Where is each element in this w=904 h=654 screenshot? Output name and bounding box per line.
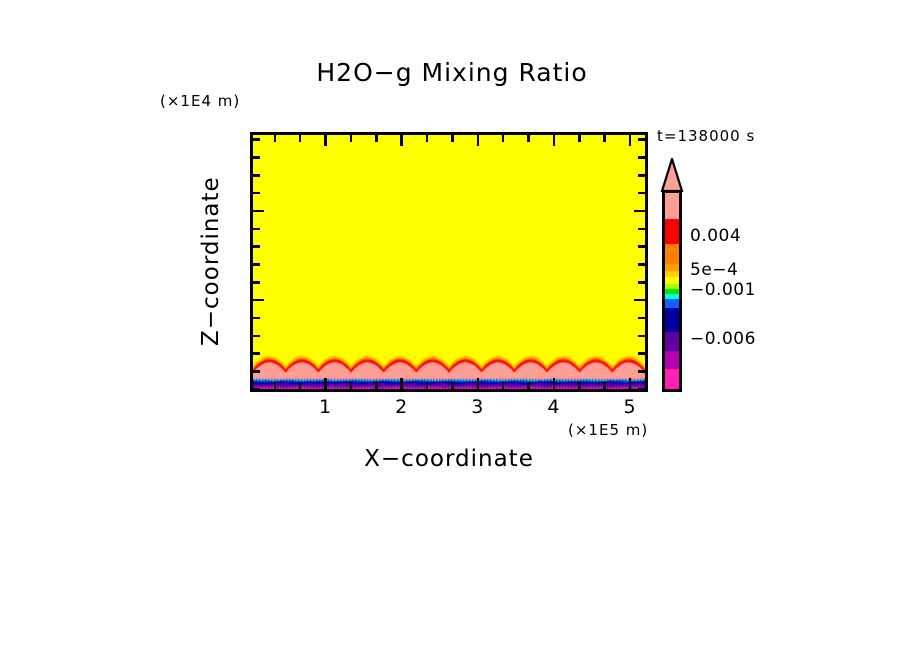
axis-tick-mark [253,352,260,355]
time-annotation: t=138000 s [657,127,756,145]
axis-tick-mark [638,388,645,389]
colorbar-band [665,271,679,278]
colorbar-arrow-icon [660,158,684,192]
axis-tick-mark [253,156,260,159]
axis-tick-mark [298,382,302,389]
axis-tick-mark [349,382,353,389]
colorbar-tick-label: −0.001 [690,280,756,300]
axis-tick-mark [638,245,645,248]
axis-tick-mark [400,135,403,146]
axis-tick-mark [638,352,645,355]
axis-tick-mark [425,382,429,389]
axis-tick-mark [375,382,378,389]
x-tick-label: 3 [471,396,484,418]
colorbar-tick-label: −0.006 [690,329,756,349]
colorbar-band [665,369,679,389]
y-axis-tick-labels: 12 [0,0,243,654]
axis-tick-mark [638,263,645,266]
axis-tick-mark [527,382,530,389]
colorbar[interactable] [662,190,682,392]
colorbar-band [665,277,679,285]
axis-tick-mark [425,135,429,142]
axis-tick-mark [324,135,327,146]
axis-tick-mark [273,382,277,389]
colorbar-band [665,244,679,265]
axis-tick-mark [552,378,556,389]
colorbar-band [665,332,679,352]
axis-tick-mark [638,156,645,159]
colorbar-band [665,193,679,220]
axis-tick-mark [375,135,378,142]
colorbar-band [665,294,679,300]
axis-tick-mark [628,378,632,389]
axis-tick-mark [253,334,260,338]
x-tick-label: 5 [623,396,637,418]
colorbar-band [665,351,679,370]
colorbar-band [665,264,679,272]
colorbar-tick-label: 5e−4 [690,260,739,280]
axis-tick-mark [253,298,264,302]
axis-tick-mark [638,334,645,338]
axis-tick-mark [628,135,632,146]
axis-tick-mark [451,135,454,142]
axis-tick-mark [253,227,260,231]
y-axis-ticks [253,135,645,389]
axis-tick-mark [638,191,645,195]
axis-tick-mark [298,135,302,142]
axis-tick-mark [253,245,260,248]
axis-tick-mark [527,135,530,142]
axis-tick-mark [451,382,454,389]
y-axis-units-label: (×1E4 m) [160,92,241,110]
axis-tick-mark [253,388,260,389]
x-axis-title: X−coordinate [364,446,534,472]
axis-tick-mark [578,382,581,389]
axis-tick-mark [578,135,581,142]
axis-tick-mark [349,135,353,142]
axis-tick-mark [638,370,645,373]
x-tick-label: 1 [319,396,332,418]
colorbar-band [665,284,679,290]
colorbar-band [665,299,679,309]
axis-tick-mark [253,191,260,195]
axis-tick-mark [476,135,480,146]
axis-tick-mark [324,378,327,389]
axis-tick-mark [603,135,606,142]
axis-tick-mark [634,209,645,213]
axis-tick-mark [273,135,277,142]
axis-tick-mark [552,135,556,146]
axis-tick-mark [634,298,645,302]
plot-area [250,132,648,392]
axis-tick-mark [603,382,606,389]
axis-tick-mark [638,174,645,177]
page-title: H2O−g Mixing Ratio [316,58,588,87]
x-axis-units-label: (×1E5 m) [568,421,649,439]
colorbar-tick-label: 0.004 [690,226,742,246]
axis-tick-mark [253,370,260,373]
colorbar-band [665,308,679,333]
x-axis-ticks [253,135,645,389]
axis-tick-mark [638,316,645,320]
colorbar-band [665,289,679,295]
axis-tick-mark [638,281,645,284]
colorbar-band [665,219,679,245]
axis-tick-mark [253,174,260,177]
axis-tick-mark [476,378,480,389]
axis-tick-mark [253,138,260,141]
axis-tick-mark [253,209,264,213]
axis-tick-mark [638,227,645,231]
x-tick-label: 2 [395,396,408,418]
axis-tick-mark [501,382,505,389]
contour-field [253,135,645,389]
axis-tick-mark [253,281,260,284]
axis-tick-mark [501,135,505,142]
axis-tick-mark [253,263,260,266]
axis-tick-mark [253,316,260,320]
x-tick-label: 4 [547,396,560,418]
axis-tick-mark [638,138,645,141]
axis-tick-mark [400,378,403,389]
